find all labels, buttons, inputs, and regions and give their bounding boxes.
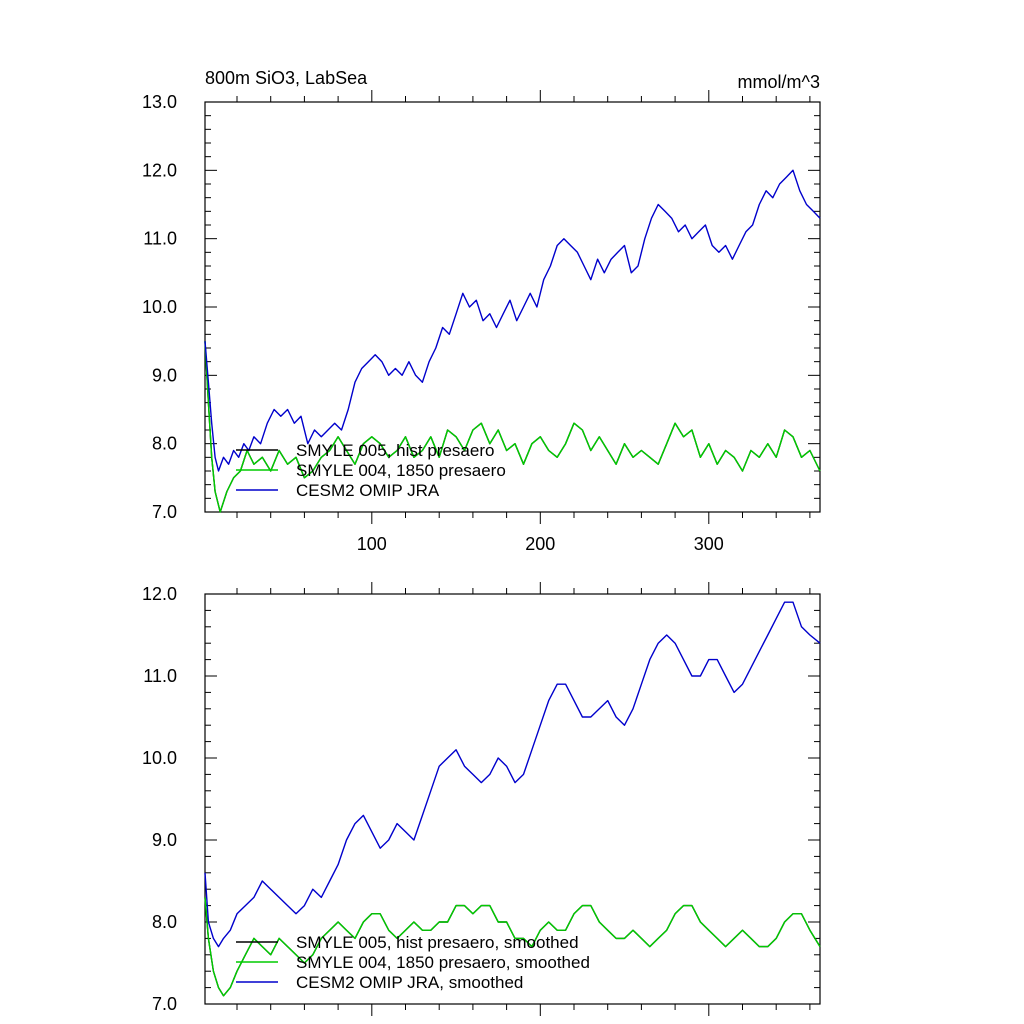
chart-title: 800m SiO3, LabSea	[205, 68, 368, 88]
y-tick-label: 12.0	[142, 584, 177, 604]
plot-area	[204, 169, 821, 513]
y-tick-label: 7.0	[152, 502, 177, 522]
series-line-2	[204, 169, 821, 472]
y-tick-label: 10.0	[142, 297, 177, 317]
legend-label: CESM2 OMIP JRA	[296, 481, 440, 500]
y-tick-label: 9.0	[152, 830, 177, 850]
x-axis	[236, 582, 811, 1016]
y-axis: 7.0 8.0 9.0 10.0 11.0 12.0	[142, 584, 820, 1014]
units-label: mmol/m^3	[738, 72, 820, 92]
legend-label: SMYLE 004, 1850 presaero	[296, 461, 506, 480]
series-line-2	[204, 601, 821, 948]
panel-top: 800m SiO3, LabSea mmol/m^3 7.0 8.0 9.0 10.0…	[142, 68, 821, 554]
y-axis: 7.0 8.0 9.0 10.0 11.0 12.0 13.0	[142, 92, 820, 522]
y-tick-label: 11.0	[143, 229, 177, 249]
y-tick-label: 7.0	[152, 994, 177, 1014]
series-line-1	[204, 897, 821, 997]
y-tick-label: 10.0	[142, 748, 177, 768]
y-tick-label: 12.0	[142, 160, 177, 180]
legend: SMYLE 005, hist presaero, smoothedSMYLE …	[236, 933, 590, 992]
y-tick-label: 8.0	[152, 434, 177, 454]
x-tick-label: 300	[694, 534, 724, 554]
y-tick-label: 8.0	[152, 912, 177, 932]
y-tick-label: 9.0	[152, 365, 177, 385]
x-axis: 100 200 300	[236, 90, 811, 554]
legend-label: CESM2 OMIP JRA, smoothed	[296, 973, 523, 992]
y-tick-label: 13.0	[142, 92, 177, 112]
plot-area	[204, 601, 821, 997]
plot-frame	[204, 593, 821, 1005]
x-tick-label: 200	[525, 534, 555, 554]
legend-label: SMYLE 005, hist presaero	[296, 441, 494, 460]
x-tick-label: 100	[357, 534, 387, 554]
series-line-1	[204, 341, 821, 513]
legend-label: SMYLE 004, 1850 presaero, smoothed	[296, 953, 590, 972]
y-tick-label: 11.0	[143, 666, 177, 686]
legend-label: SMYLE 005, hist presaero, smoothed	[296, 933, 579, 952]
panel-bottom: 7.0 8.0 9.0 10.0 11.0 12.0 SMYLE 005, hist pr…	[142, 582, 821, 1016]
